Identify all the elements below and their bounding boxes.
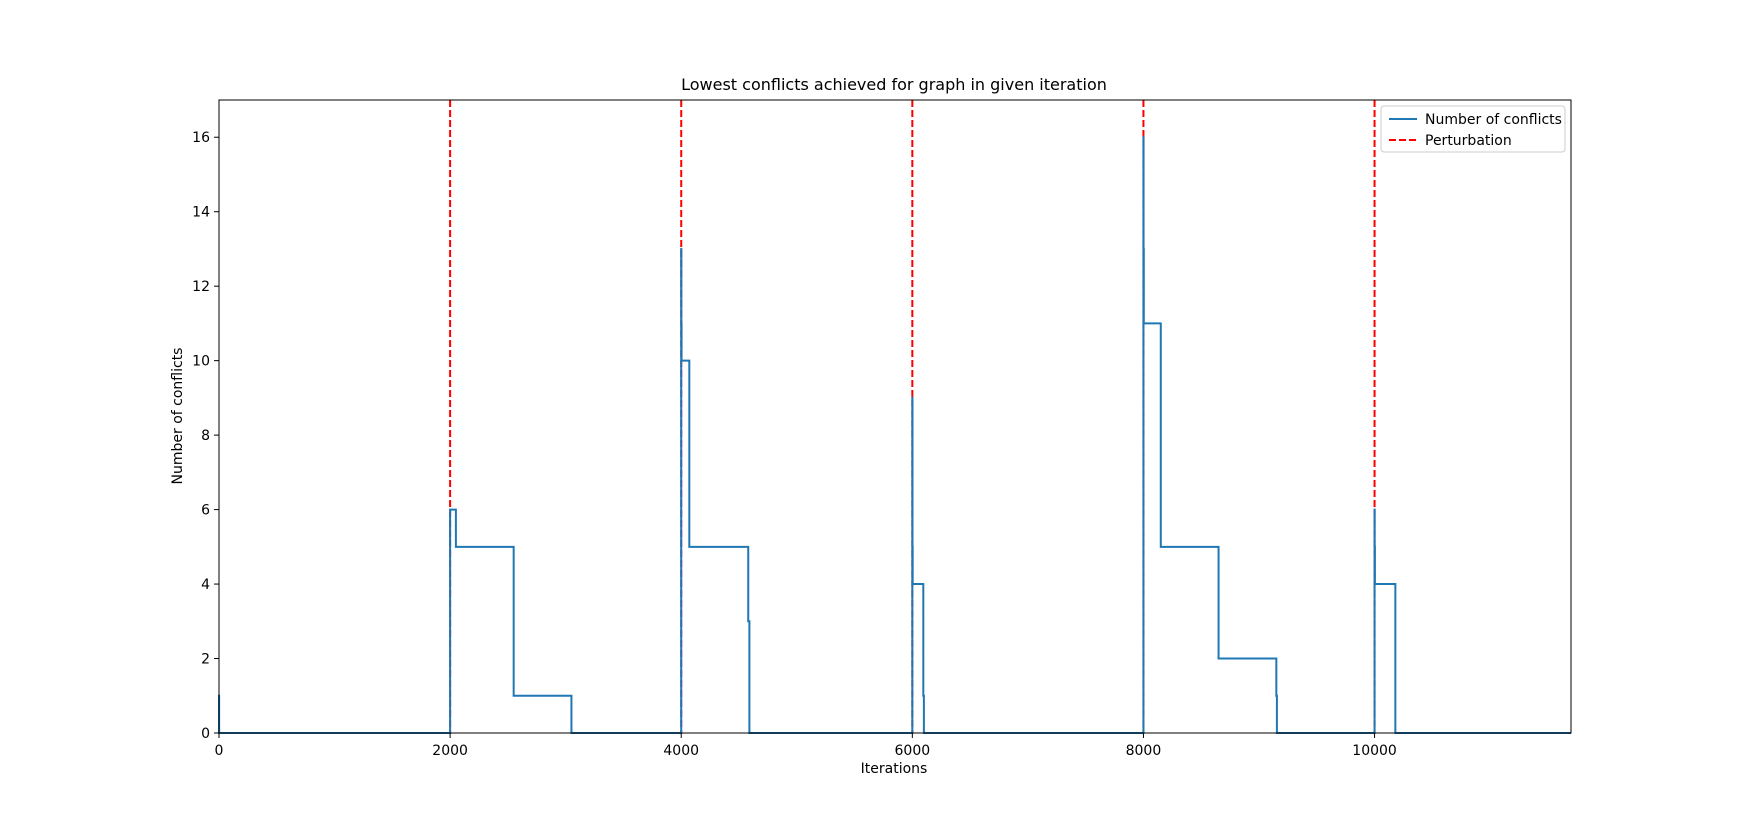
x-axis: 0 2000 4000 6000 8000 10000 xyxy=(215,733,1397,759)
plot-background xyxy=(219,100,1571,733)
y-tick-label: 4 xyxy=(201,577,210,593)
y-tick-label: 8 xyxy=(201,428,210,444)
legend: Number of conflicts Perturbation xyxy=(1380,105,1566,153)
legend-box xyxy=(1380,105,1566,153)
y-tick-label: 2 xyxy=(201,652,210,668)
x-tick-label: 6000 xyxy=(895,743,931,759)
plot-area xyxy=(218,99,1572,734)
y-tick-label: 10 xyxy=(192,354,210,370)
x-axis-label: Iterations xyxy=(861,761,928,777)
x-tick-label: 0 xyxy=(215,743,224,759)
y-tick-label: 16 xyxy=(192,130,210,146)
x-tick-label: 10000 xyxy=(1352,743,1397,759)
plot-frame xyxy=(218,99,1572,734)
y-axis: 0 2 4 6 8 10 12 14 16 xyxy=(192,130,219,742)
conflicts-series-line xyxy=(218,136,1571,734)
y-tick-label: 6 xyxy=(201,503,210,519)
y-tick-label: 0 xyxy=(201,726,210,742)
y-tick-label: 14 xyxy=(192,205,210,221)
x-tick-label: 2000 xyxy=(432,743,468,759)
x-tick-label: 8000 xyxy=(1126,743,1162,759)
legend-label-conflicts: Number of conflicts xyxy=(1425,112,1562,128)
y-axis-label: Number of conflicts xyxy=(170,348,186,485)
y-tick-label: 12 xyxy=(192,279,210,295)
legend-label-perturbation: Perturbation xyxy=(1425,133,1512,149)
chart-title: Lowest conflicts achieved for graph in g… xyxy=(681,75,1107,94)
x-tick-label: 4000 xyxy=(663,743,699,759)
